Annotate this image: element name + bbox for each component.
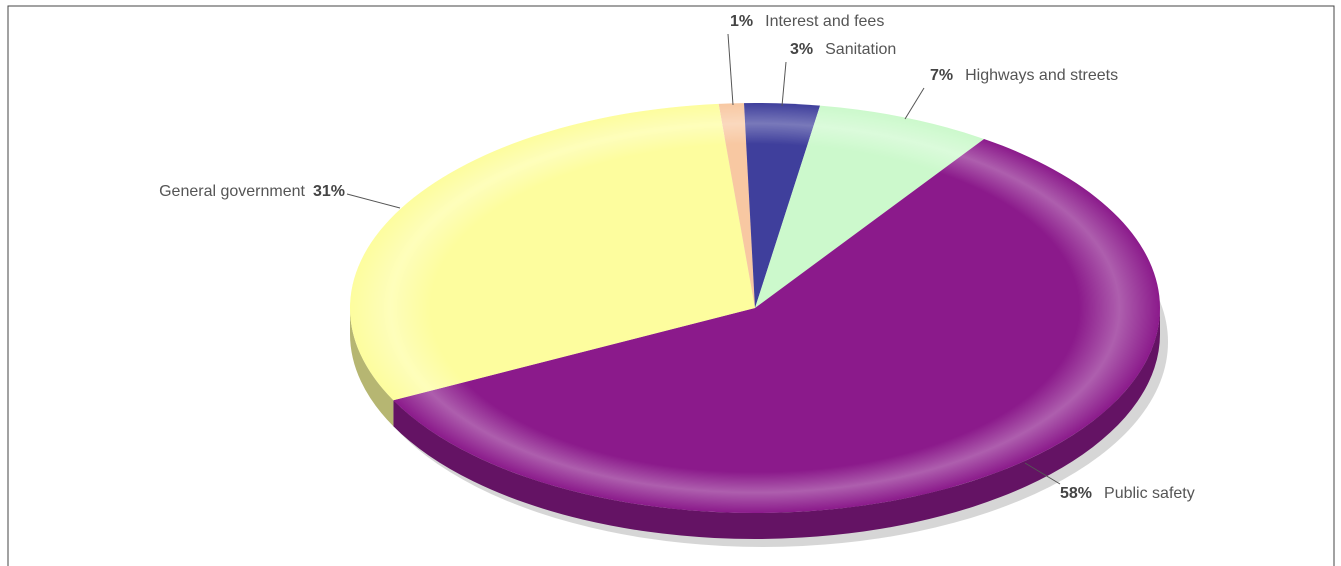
- value-label: 58%: [1060, 485, 1092, 502]
- leader-line: [1024, 462, 1061, 485]
- category-label: Sanitation: [825, 41, 896, 58]
- slice-label: 58% Public safety: [1060, 485, 1195, 502]
- value-label: 7%: [930, 67, 953, 84]
- leader-line: [727, 33, 734, 106]
- leader-line: [781, 61, 787, 107]
- category-label: Interest and fees: [765, 13, 884, 30]
- category-label: General government: [159, 183, 305, 200]
- slice-label: 7% Highways and streets: [930, 67, 1118, 84]
- value-label: 31%: [313, 183, 345, 200]
- category-label: Highways and streets: [965, 67, 1118, 84]
- slice-label: 3% Sanitation: [790, 41, 896, 58]
- leader-line: [346, 193, 401, 209]
- category-label: Public safety: [1104, 485, 1195, 502]
- slice-label: 1% Interest and fees: [730, 13, 884, 30]
- value-label: 3%: [790, 41, 813, 58]
- leader-line: [904, 87, 925, 120]
- value-label: 1%: [730, 13, 753, 30]
- frame: [7, 5, 1335, 566]
- slice-label: General government 31%: [159, 183, 345, 200]
